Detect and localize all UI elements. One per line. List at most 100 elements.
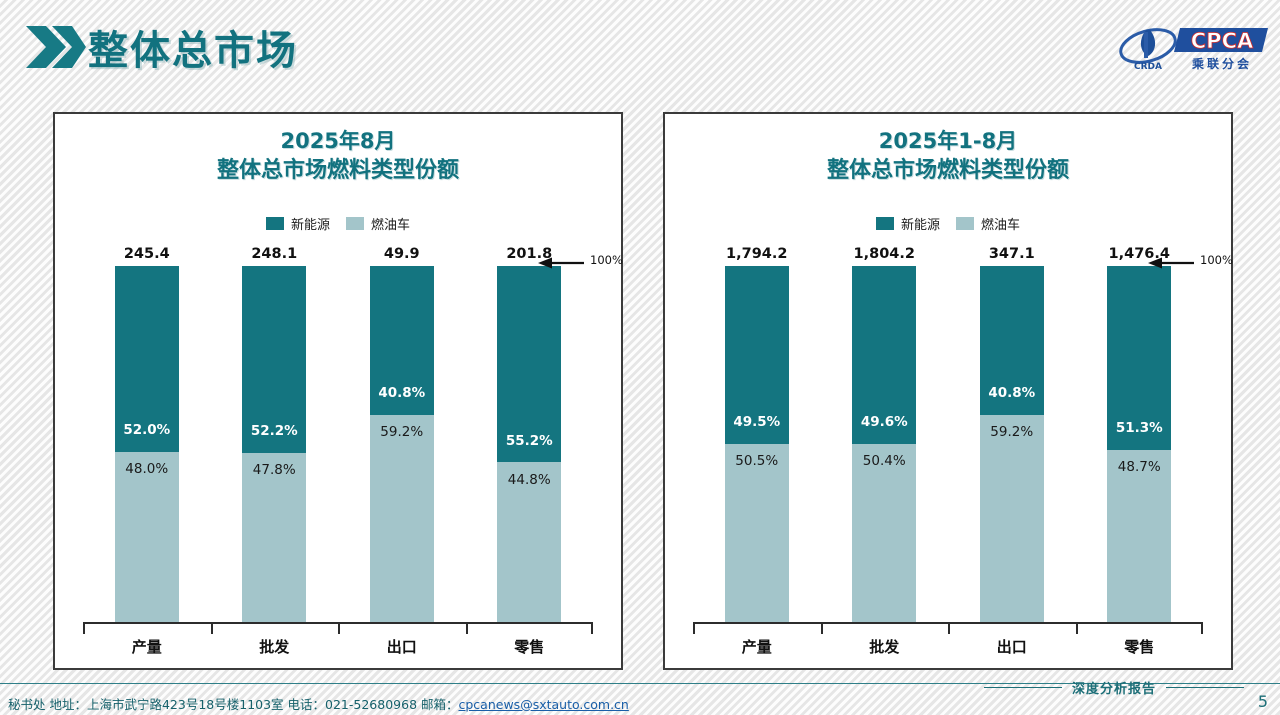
bar-total-label: 347.1	[988, 246, 1035, 262]
chart-title-line2: 整体总市场燃料类型份额	[216, 158, 459, 183]
svg-text:乘联分会: 乘联分会	[1191, 56, 1252, 71]
legend-item-nev: 新能源	[265, 214, 330, 233]
bar-total-label: 245.4	[123, 246, 170, 262]
category-label: 出口	[386, 638, 417, 656]
footer-report-label: 深度分析报告	[983, 678, 1244, 697]
hundred-percent-annotation: 100%	[1148, 252, 1233, 269]
svg-text:CRDA: CRDA	[1134, 62, 1162, 72]
legend-label-ice: 燃油车	[981, 218, 1021, 233]
chart-title: 2025年1-8月 整体总市场燃料类型份额	[665, 126, 1231, 186]
annotation-label: 100%	[590, 253, 623, 267]
category-label: 产量	[131, 638, 162, 656]
bar-column: 1,804.2 49.6% 50.4%	[821, 244, 949, 622]
stacked-bar: 49.6% 50.4%	[852, 266, 917, 622]
axis-tick	[820, 624, 823, 634]
bar-column: 248.1 52.2% 47.8%	[211, 244, 339, 622]
bar-segment-label: 50.4%	[862, 453, 906, 470]
legend-swatch-ice	[346, 217, 364, 230]
chart-panel-monthly: 2025年8月 整体总市场燃料类型份额 新能源 燃油车 245.4 52.0% 48…	[53, 112, 623, 670]
bar-segment-label: 52.2%	[250, 422, 298, 439]
bar-segment-nev: 40.8%	[979, 266, 1044, 415]
bar-segment-nev: 52.2%	[242, 266, 307, 453]
annotation-label: 100%	[1200, 253, 1233, 267]
page-header: 整体总市场 CRDA CPCA 乘联分会	[0, 0, 1280, 92]
page-number: 5	[1257, 692, 1268, 711]
x-axis	[83, 622, 593, 634]
chart-title-line1: 2025年8月	[280, 129, 396, 153]
legend-label-nev: 新能源	[290, 218, 330, 233]
chart-panel-ytd: 2025年1-8月 整体总市场燃料类型份额 新能源 燃油车 1,794.2 49.…	[663, 112, 1233, 670]
bar-segment-label: 55.2%	[505, 432, 553, 449]
x-axis	[693, 622, 1203, 634]
stacked-bar: 52.2% 47.8%	[242, 266, 307, 622]
bar-segment-nev: 51.3%	[1107, 266, 1172, 450]
bar-segment-ice: 47.8%	[242, 452, 307, 622]
legend-swatch-ice	[956, 217, 974, 230]
bar-total-label: 1,794.2	[726, 246, 788, 262]
footer-rule-left	[983, 687, 1062, 688]
category-label: 出口	[996, 638, 1027, 656]
legend-item-nev: 新能源	[875, 214, 940, 233]
bar-segment-label: 44.8%	[507, 471, 551, 488]
axis-tick	[693, 624, 695, 634]
legend-swatch-nev	[875, 217, 894, 230]
category-label: 产量	[741, 638, 772, 656]
cpca-logo: CRDA CPCA 乘联分会	[1118, 22, 1268, 74]
bar-segment-label: 48.7%	[1117, 459, 1161, 476]
bar-segment-ice: 44.8%	[497, 462, 562, 622]
category-labels: 产量 批发 出口 零售	[693, 636, 1203, 657]
bar-segment-label: 51.3%	[1115, 420, 1163, 436]
category-label: 批发	[259, 638, 290, 656]
bar-column: 347.1 40.8% 59.2%	[948, 244, 1076, 622]
axis-tick	[83, 624, 85, 634]
stacked-bar: 49.5% 50.5%	[724, 266, 789, 622]
bar-column: 1,794.2 49.5% 50.5%	[693, 244, 821, 622]
double-chevron-right-icon	[24, 24, 88, 70]
hundred-percent-annotation: 100%	[538, 252, 623, 269]
footer-contact-text: 秘书处 地址：上海市武宁路423号18号楼1103室 电话：021-526809…	[8, 697, 459, 712]
left-arrow-icon	[1148, 254, 1194, 269]
left-arrow-icon	[538, 254, 584, 269]
stacked-bar: 51.3% 48.7%	[1107, 266, 1172, 622]
footer-email-link[interactable]: cpcanews@sxtauto.com.cn	[458, 697, 629, 712]
legend-swatch-nev	[265, 217, 284, 230]
bar-group: 245.4 52.0% 48.0% 248.1 52.2% 47.8% 49.9 40.8% 5…	[83, 244, 593, 622]
bar-segment-label: 59.2%	[380, 424, 424, 441]
bar-column: 49.9 40.8% 59.2%	[338, 244, 466, 622]
bar-segment-label: 52.0%	[123, 422, 171, 439]
category-label: 零售	[1124, 638, 1155, 656]
plot-area: 1,794.2 49.5% 50.5% 1,804.2 49.6% 50.4% 347.1 4…	[693, 244, 1203, 656]
category-label: 零售	[514, 638, 545, 656]
bar-segment-ice: 48.0%	[114, 451, 179, 622]
legend-item-ice: 燃油车	[346, 214, 410, 233]
bar-segment-nev: 49.5%	[724, 266, 789, 444]
chart-title-line2: 整体总市场燃料类型份额	[826, 158, 1069, 183]
footer-divider	[0, 683, 1280, 684]
chart-legend: 新能源 燃油车	[55, 214, 621, 233]
legend-label-nev: 新能源	[900, 218, 940, 233]
bar-total-label: 1,476.4	[1108, 246, 1170, 262]
svg-text:CPCA: CPCA	[1191, 29, 1254, 53]
bar-total-label: 1,804.2	[853, 246, 915, 262]
stacked-bar: 40.8% 59.2%	[979, 266, 1044, 622]
chart-title: 2025年8月 整体总市场燃料类型份额	[55, 126, 621, 186]
bar-segment-ice: 59.2%	[369, 414, 434, 622]
bar-column: 201.8 55.2% 44.8%	[466, 244, 594, 622]
bar-segment-ice: 50.4%	[852, 443, 917, 622]
bar-segment-label: 49.6%	[860, 414, 908, 431]
chart-legend: 新能源 燃油车	[665, 214, 1231, 233]
bar-segment-ice: 59.2%	[979, 414, 1044, 622]
bar-column: 1,476.4 51.3% 48.7%	[1076, 244, 1204, 622]
plot-area: 245.4 52.0% 48.0% 248.1 52.2% 47.8% 49.9 40.8% 5…	[83, 244, 593, 656]
axis-tick	[591, 624, 593, 634]
axis-tick	[1075, 624, 1078, 634]
axis-tick	[210, 624, 213, 634]
bar-segment-nev: 55.2%	[497, 266, 562, 463]
bar-segment-ice: 48.7%	[1107, 449, 1172, 622]
category-labels: 产量 批发 出口 零售	[83, 636, 593, 657]
stacked-bar: 52.0% 48.0%	[114, 266, 179, 622]
bar-segment-label: 59.2%	[990, 424, 1034, 441]
bar-segment-label: 40.8%	[378, 385, 426, 402]
stacked-bar: 40.8% 59.2%	[369, 266, 434, 622]
bar-total-label: 201.8	[506, 246, 553, 262]
